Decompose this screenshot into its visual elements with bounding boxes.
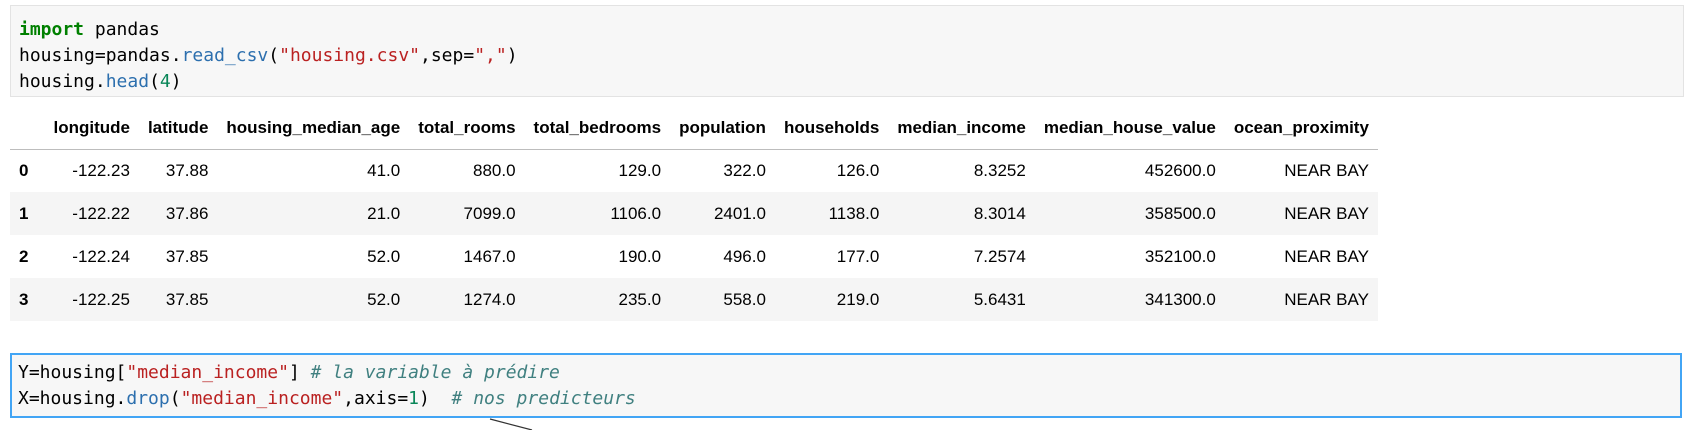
column-header: median_income: [888, 107, 1035, 150]
dataframe-header: longitude latitude housing_median_age to…: [10, 107, 1378, 150]
column-header: population: [670, 107, 775, 150]
table-cell: -122.23: [72, 160, 130, 180]
keyword-import: import: [19, 19, 85, 40]
table-cell: 37.85: [165, 289, 209, 309]
column-header: longitude: [44, 107, 139, 150]
code-line-2: housing=pandas.read_csv("housing.csv",se…: [19, 43, 1675, 69]
row-index: 1: [19, 203, 29, 223]
table-cell: NEAR BAY: [1284, 160, 1369, 180]
table-cell: NEAR BAY: [1284, 246, 1369, 266]
table-cell: 7.2574: [973, 246, 1026, 266]
table-cell: 880.0: [472, 160, 516, 180]
column-header: median_house_value: [1034, 107, 1225, 150]
code-cell-2[interactable]: Y=housing["median_income"] # la variable…: [10, 353, 1682, 418]
dataframe-output: longitude latitude housing_median_age to…: [10, 107, 1378, 321]
column-header: households: [774, 107, 889, 150]
function-name: head: [105, 71, 150, 92]
code-text: X=housing.: [18, 388, 127, 409]
string-literal: "housing.csv": [279, 45, 420, 66]
table-cell: 1467.0: [463, 246, 516, 266]
table-cell: 1106.0: [610, 203, 662, 223]
table-cell: NEAR BAY: [1284, 203, 1369, 223]
table-row: 2 -122.24 37.85 52.0 1467.0 190.0 496.0 …: [10, 235, 1378, 278]
table-cell: 190.0: [618, 246, 662, 266]
table-cell: 37.88: [165, 160, 209, 180]
dataframe-body: 0 -122.23 37.88 41.0 880.0 129.0 322.0 1…: [10, 149, 1378, 321]
table-cell: 219.0: [836, 289, 880, 309]
code-text: housing=pandas.: [19, 45, 182, 66]
table-cell: 177.0: [836, 246, 880, 266]
table-cell: 235.0: [618, 289, 662, 309]
table-cell: 341300.0: [1144, 289, 1216, 309]
table-cell: 8.3252: [973, 160, 1026, 180]
table-cell: 52.0: [367, 289, 401, 309]
table-cell: 7099.0: [463, 203, 516, 223]
column-header: ocean_proximity: [1224, 107, 1378, 150]
table-cell: 8.3014: [973, 203, 1026, 223]
table-cell: 2401.0: [713, 203, 766, 223]
table-row: 0 -122.23 37.88 41.0 880.0 129.0 322.0 1…: [10, 149, 1378, 192]
row-index: 2: [19, 246, 29, 266]
column-header: latitude: [138, 107, 218, 150]
code-text: pandas: [84, 19, 160, 40]
table-cell: 52.0: [367, 246, 401, 266]
code-cell-1[interactable]: import pandas housing=pandas.read_csv("ho…: [10, 5, 1684, 97]
number-literal: 4: [159, 71, 171, 92]
table-cell: 322.0: [723, 160, 766, 180]
function-name: drop: [126, 388, 170, 409]
column-header: total_bedrooms: [524, 107, 671, 150]
code-text: ,sep=: [420, 45, 475, 66]
header-row: longitude latitude housing_median_age to…: [10, 107, 1378, 150]
table-cell: 496.0: [723, 246, 766, 266]
string-literal: ",": [474, 45, 507, 66]
code-text: (: [149, 71, 160, 92]
table-cell: 41.0: [367, 160, 401, 180]
table-cell: 558.0: [723, 289, 766, 309]
table-cell: 37.85: [165, 246, 209, 266]
index-header: [10, 107, 45, 150]
code-text: ): [506, 45, 518, 66]
table-cell: -122.24: [72, 246, 130, 266]
code-line-1: Y=housing["median_income"] # la variable…: [18, 360, 1674, 386]
code-text: (: [268, 45, 280, 66]
table-cell: 21.0: [367, 203, 401, 223]
table-cell: -122.22: [72, 203, 130, 223]
table-row: 3 -122.25 37.85 52.0 1274.0 235.0 558.0 …: [10, 278, 1378, 321]
code-text: Y=housing[: [18, 362, 127, 383]
table-cell: NEAR BAY: [1284, 289, 1369, 309]
table-cell: -122.25: [72, 289, 130, 309]
table-cell: 37.86: [165, 203, 209, 223]
row-index: 0: [19, 160, 29, 180]
table-cell: 129.0: [618, 160, 662, 180]
table-cell: 5.6431: [973, 289, 1026, 309]
code-comment: # la variable à prédire: [310, 362, 560, 383]
function-name: read_csv: [181, 45, 269, 66]
code-line-2: X=housing.drop("median_income",axis=1) #…: [18, 386, 1674, 412]
number-literal: 1: [408, 388, 420, 409]
string-literal: "median_income": [180, 388, 344, 409]
table-cell: 358500.0: [1144, 203, 1216, 223]
code-line-3: housing.head(4): [19, 69, 1675, 95]
code-comment: # nos predicteurs: [451, 388, 636, 409]
code-line-1: import pandas: [19, 17, 1675, 43]
row-index: 3: [19, 289, 29, 309]
table-row: 1 -122.22 37.86 21.0 7099.0 1106.0 2401.…: [10, 192, 1378, 235]
string-literal: "median_income": [126, 362, 289, 383]
table-cell: 352100.0: [1144, 246, 1216, 266]
code-text: (: [169, 388, 181, 409]
code-text: ): [419, 388, 452, 409]
table-cell: 1274.0: [463, 289, 516, 309]
column-header: total_rooms: [409, 107, 525, 150]
code-text: ]: [288, 362, 311, 383]
code-text: ): [170, 71, 182, 92]
code-text: housing.: [19, 71, 106, 92]
table-cell: 1138.0: [828, 203, 880, 223]
code-text: ,axis=: [343, 388, 409, 409]
column-header: housing_median_age: [217, 107, 410, 150]
table-cell: 452600.0: [1144, 160, 1216, 180]
table-cell: 126.0: [836, 160, 880, 180]
